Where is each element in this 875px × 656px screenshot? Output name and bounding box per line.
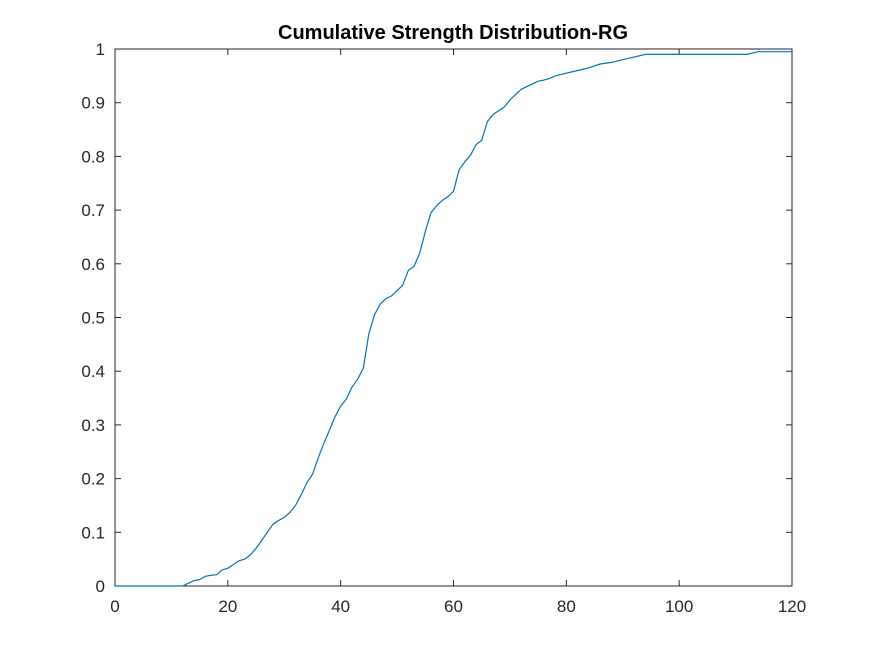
x-tick-label: 80 — [557, 597, 576, 616]
y-tick-label: 0.5 — [81, 309, 105, 328]
y-tick-label: 0.6 — [81, 255, 105, 274]
axes-box — [114, 48, 793, 587]
cdf-line — [115, 51, 792, 587]
y-tick-label: 0 — [96, 577, 105, 596]
y-tick-label: 0.3 — [81, 416, 105, 435]
x-tick-label: 20 — [218, 597, 237, 616]
x-tick-label: 40 — [331, 597, 350, 616]
y-tick-label: 0.1 — [81, 523, 105, 542]
x-tick-label: 100 — [665, 597, 693, 616]
y-tick-label: 0.7 — [81, 201, 105, 220]
y-tick-label: 1 — [96, 40, 105, 59]
y-tick-label: 0.9 — [81, 94, 105, 113]
y-tick-label: 0.8 — [81, 147, 105, 166]
y-tick-label: 0.2 — [81, 470, 105, 489]
x-tick-label: 0 — [110, 597, 119, 616]
plot-area: 0 20 40 60 80 100 120 0 0.1 0.2 0.3 0.4 0.5 0.6 0.7 0.8… — [81, 40, 806, 616]
x-tick-label: 60 — [444, 597, 463, 616]
x-tick-label: 120 — [778, 597, 806, 616]
chart-title: Cumulative Strength Distribution-RG — [278, 22, 628, 44]
y-tick-label: 0.4 — [81, 362, 105, 381]
